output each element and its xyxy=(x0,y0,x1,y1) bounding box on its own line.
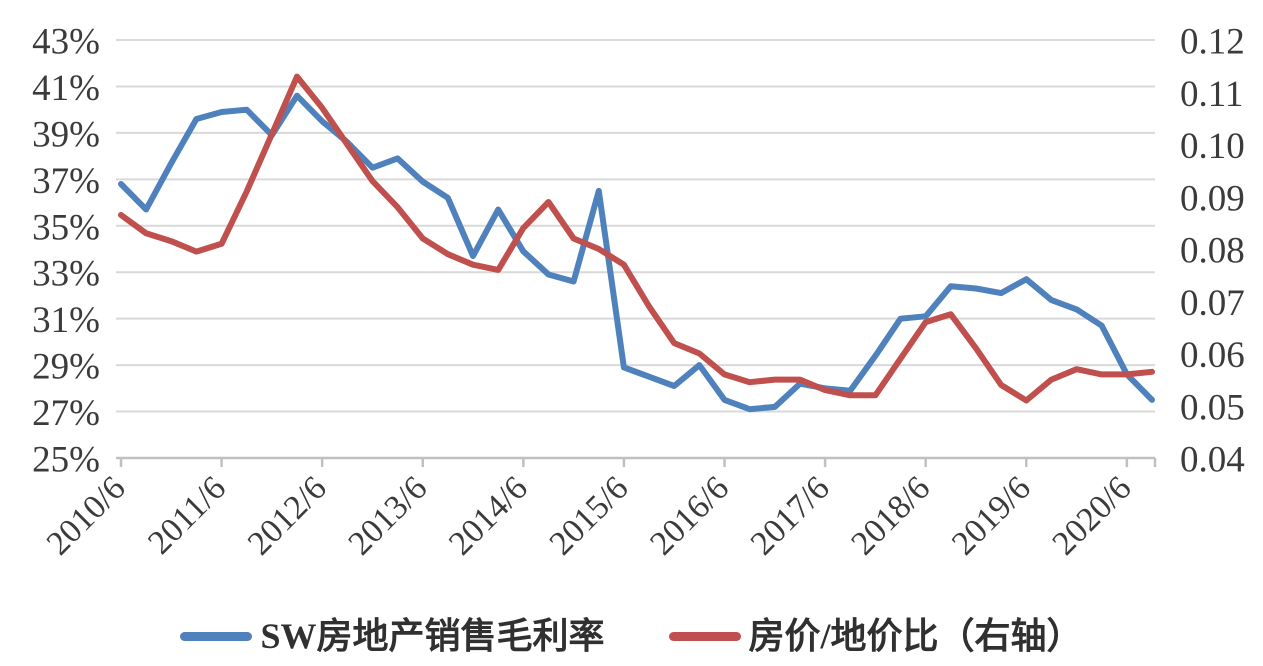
left-axis-label: 25% xyxy=(32,440,100,481)
x-axis-label: 2017/6 xyxy=(744,469,837,562)
series-line-sw-gross-margin xyxy=(118,92,1155,413)
right-axis-label: 0.09 xyxy=(1180,178,1245,219)
x-axis-label: 2018/6 xyxy=(844,469,937,562)
right-axis-label: 0.06 xyxy=(1180,335,1245,376)
right-axis-label: 0.05 xyxy=(1180,387,1245,428)
left-axis-label: 35% xyxy=(32,207,100,248)
left-axis-label: 39% xyxy=(32,114,100,155)
x-axis-label: 2016/6 xyxy=(643,469,736,562)
right-axis-label: 0.04 xyxy=(1180,440,1245,481)
legend-swatch-red-line xyxy=(668,631,741,641)
right-axis-label: 0.07 xyxy=(1180,283,1245,324)
left-axis-label: 41% xyxy=(32,68,100,109)
legend-label-gross-margin: SW房地产销售毛利率 xyxy=(260,616,605,656)
x-axis-label: 2010/6 xyxy=(40,469,133,562)
legend-swatch-blue-line xyxy=(180,631,253,641)
x-axis-label: 2015/6 xyxy=(543,469,636,562)
x-axis-label: 2013/6 xyxy=(341,469,434,562)
right-axis-label: 0.11 xyxy=(1180,74,1243,115)
legend-item-gross-margin: SW房地产销售毛利率 xyxy=(180,616,605,656)
left-axis-label: 29% xyxy=(32,347,100,388)
series-line-price-land-ratio xyxy=(118,73,1155,404)
right-axis-label: 0.12 xyxy=(1180,22,1245,63)
legend-label-price-land-ratio: 房价/地价比（右轴） xyxy=(748,616,1083,656)
x-axis-label: 2014/6 xyxy=(442,469,535,562)
left-axis-label: 33% xyxy=(32,254,100,295)
right-axis-label: 0.10 xyxy=(1180,126,1245,167)
x-axis-label: 2019/6 xyxy=(945,469,1038,562)
x-axis-label: 2011/6 xyxy=(141,469,233,561)
x-axis-label: 2020/6 xyxy=(1046,469,1139,562)
left-axis-label: 27% xyxy=(32,393,100,434)
left-axis-label: 43% xyxy=(32,22,100,63)
right-axis-label: 0.08 xyxy=(1180,231,1245,272)
legend: SW房地产销售毛利率 房价/地价比（右轴） xyxy=(0,608,1263,664)
left-axis-label: 31% xyxy=(32,300,100,341)
legend-item-price-land-ratio: 房价/地价比（右轴） xyxy=(668,616,1083,656)
x-axis-label: 2012/6 xyxy=(241,469,334,562)
left-axis-label: 37% xyxy=(32,161,100,202)
